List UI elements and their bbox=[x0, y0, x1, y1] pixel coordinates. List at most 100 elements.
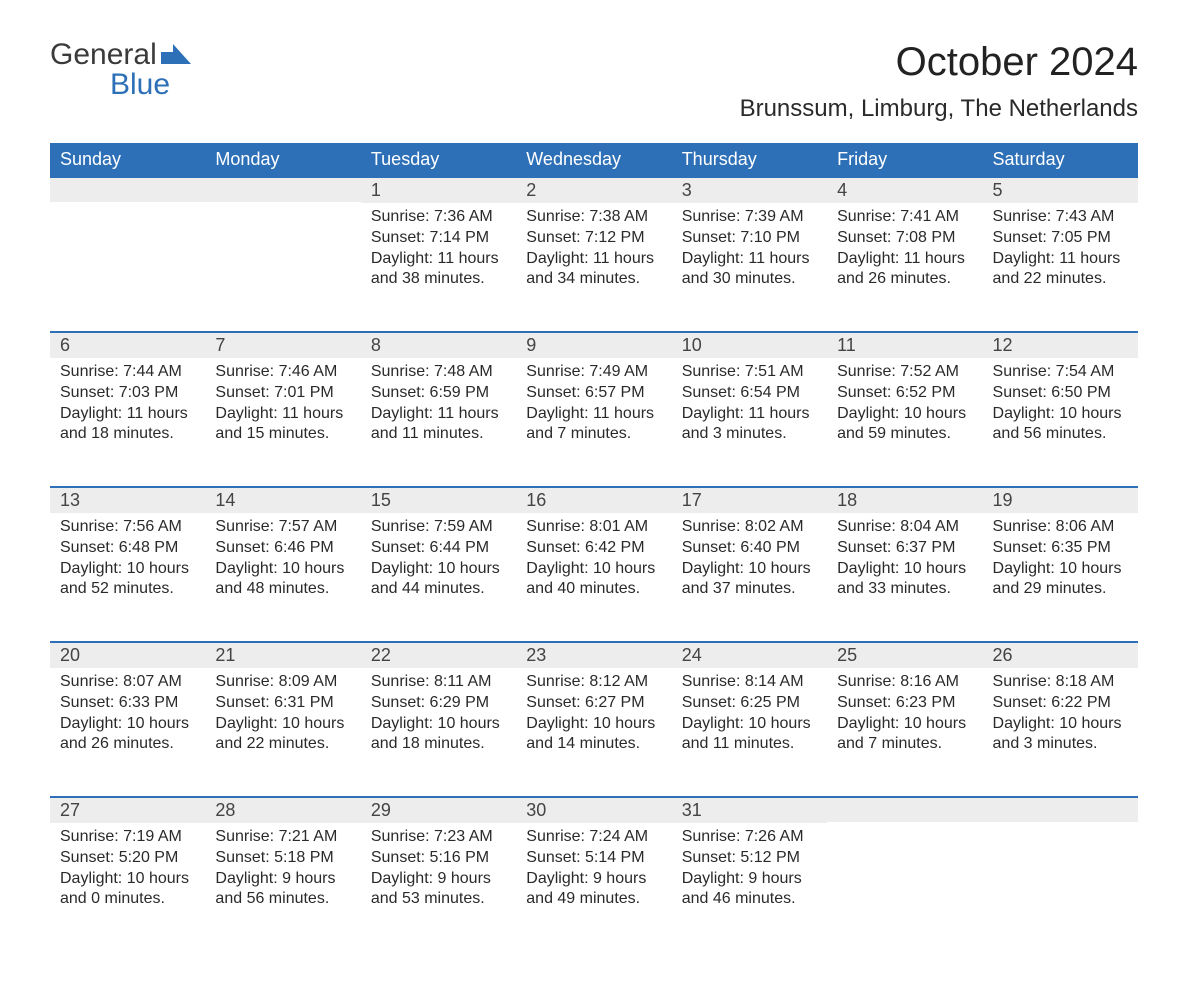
sunrise-text: Sunrise: 7:39 AM bbox=[682, 207, 817, 228]
calendar-cell-num: 28 bbox=[205, 796, 360, 823]
sunrise-text: Sunrise: 7:19 AM bbox=[60, 827, 195, 848]
sunset-text: Sunset: 6:50 PM bbox=[993, 383, 1128, 404]
sunset-text: Sunset: 6:46 PM bbox=[215, 538, 350, 559]
calendar-cell-num bbox=[827, 796, 982, 823]
sunrise-text: Sunrise: 7:43 AM bbox=[993, 207, 1128, 228]
daylight-text: Daylight: 10 hours bbox=[371, 559, 506, 580]
day-number: 9 bbox=[516, 331, 671, 358]
calendar-cell-num: 29 bbox=[361, 796, 516, 823]
sunrise-text: Sunrise: 7:23 AM bbox=[371, 827, 506, 848]
sunset-text: Sunset: 7:05 PM bbox=[993, 228, 1128, 249]
day-data: Sunrise: 7:48 AMSunset: 6:59 PMDaylight:… bbox=[361, 358, 516, 459]
calendar-cell-num: 2 bbox=[516, 176, 671, 203]
day-data: Sunrise: 7:52 AMSunset: 6:52 PMDaylight:… bbox=[827, 358, 982, 459]
daylight-text: and 44 minutes. bbox=[371, 579, 506, 600]
daylight-text: Daylight: 11 hours bbox=[526, 404, 661, 425]
sunrise-text: Sunrise: 7:57 AM bbox=[215, 517, 350, 538]
day-data: Sunrise: 8:07 AMSunset: 6:33 PMDaylight:… bbox=[50, 668, 205, 769]
day-number: 27 bbox=[50, 796, 205, 823]
sunrise-text: Sunrise: 8:18 AM bbox=[993, 672, 1128, 693]
day-number: 8 bbox=[361, 331, 516, 358]
daylight-text: and 30 minutes. bbox=[682, 269, 817, 290]
daylight-text: Daylight: 9 hours bbox=[371, 869, 506, 890]
title-block: October 2024 Brunssum, Limburg, The Neth… bbox=[740, 40, 1138, 135]
daylight-text: and 11 minutes. bbox=[371, 424, 506, 445]
calendar-cell-data: Sunrise: 7:52 AMSunset: 6:52 PMDaylight:… bbox=[827, 358, 982, 486]
day-data: Sunrise: 7:26 AMSunset: 5:12 PMDaylight:… bbox=[672, 823, 827, 924]
calendar-cell-num: 16 bbox=[516, 486, 671, 513]
sunset-text: Sunset: 6:48 PM bbox=[60, 538, 195, 559]
day-number: 18 bbox=[827, 486, 982, 513]
day-data: Sunrise: 7:49 AMSunset: 6:57 PMDaylight:… bbox=[516, 358, 671, 459]
location: Brunssum, Limburg, The Netherlands bbox=[740, 95, 1138, 123]
sunset-text: Sunset: 5:12 PM bbox=[682, 848, 817, 869]
daylight-text: and 15 minutes. bbox=[215, 424, 350, 445]
daylight-text: and 37 minutes. bbox=[682, 579, 817, 600]
sunset-text: Sunset: 6:54 PM bbox=[682, 383, 817, 404]
calendar-cell-num: 24 bbox=[672, 641, 827, 668]
sunset-text: Sunset: 7:01 PM bbox=[215, 383, 350, 404]
day-number: 11 bbox=[827, 331, 982, 358]
calendar-cell-data: Sunrise: 7:21 AMSunset: 5:18 PMDaylight:… bbox=[205, 823, 360, 951]
sunset-text: Sunset: 6:42 PM bbox=[526, 538, 661, 559]
sunrise-text: Sunrise: 7:44 AM bbox=[60, 362, 195, 383]
daylight-text: and 22 minutes. bbox=[215, 734, 350, 755]
daylight-text: Daylight: 9 hours bbox=[682, 869, 817, 890]
day-number: 4 bbox=[827, 176, 982, 203]
sunset-text: Sunset: 7:10 PM bbox=[682, 228, 817, 249]
calendar-cell-num: 31 bbox=[672, 796, 827, 823]
calendar-cell-data: Sunrise: 8:04 AMSunset: 6:37 PMDaylight:… bbox=[827, 513, 982, 641]
daylight-text: Daylight: 10 hours bbox=[60, 559, 195, 580]
header: General Blue October 2024 Brunssum, Limb… bbox=[50, 40, 1138, 135]
daylight-text: Daylight: 11 hours bbox=[993, 249, 1128, 270]
calendar-cell-data: Sunrise: 7:51 AMSunset: 6:54 PMDaylight:… bbox=[672, 358, 827, 486]
daylight-text: and 26 minutes. bbox=[60, 734, 195, 755]
calendar-cell-num: 19 bbox=[983, 486, 1138, 513]
calendar-cell-data: Sunrise: 8:09 AMSunset: 6:31 PMDaylight:… bbox=[205, 668, 360, 796]
calendar-cell-num: 20 bbox=[50, 641, 205, 668]
calendar-cell-num: 17 bbox=[672, 486, 827, 513]
sunset-text: Sunset: 7:12 PM bbox=[526, 228, 661, 249]
calendar-cell-data: Sunrise: 7:43 AMSunset: 7:05 PMDaylight:… bbox=[983, 203, 1138, 331]
sunset-text: Sunset: 5:18 PM bbox=[215, 848, 350, 869]
sunrise-text: Sunrise: 7:46 AM bbox=[215, 362, 350, 383]
month-title: October 2024 bbox=[740, 40, 1138, 85]
daylight-text: Daylight: 10 hours bbox=[993, 714, 1128, 735]
daylight-text: Daylight: 10 hours bbox=[371, 714, 506, 735]
day-number: 30 bbox=[516, 796, 671, 823]
day-data: Sunrise: 7:21 AMSunset: 5:18 PMDaylight:… bbox=[205, 823, 360, 924]
daylight-text: Daylight: 10 hours bbox=[993, 559, 1128, 580]
daylight-text: and 56 minutes. bbox=[993, 424, 1128, 445]
day-number: 16 bbox=[516, 486, 671, 513]
day-number: 1 bbox=[361, 176, 516, 203]
calendar-cell-data: Sunrise: 8:06 AMSunset: 6:35 PMDaylight:… bbox=[983, 513, 1138, 641]
sunset-text: Sunset: 7:14 PM bbox=[371, 228, 506, 249]
day-data: Sunrise: 7:36 AMSunset: 7:14 PMDaylight:… bbox=[361, 203, 516, 304]
day-data: Sunrise: 7:44 AMSunset: 7:03 PMDaylight:… bbox=[50, 358, 205, 459]
sunset-text: Sunset: 6:44 PM bbox=[371, 538, 506, 559]
daylight-text: and 38 minutes. bbox=[371, 269, 506, 290]
weekday-header: Sunday bbox=[50, 143, 205, 176]
sunrise-text: Sunrise: 8:16 AM bbox=[837, 672, 972, 693]
day-number: 6 bbox=[50, 331, 205, 358]
day-number: 15 bbox=[361, 486, 516, 513]
calendar-cell-data: Sunrise: 7:19 AMSunset: 5:20 PMDaylight:… bbox=[50, 823, 205, 951]
daylight-text: and 49 minutes. bbox=[526, 889, 661, 910]
sunset-text: Sunset: 6:31 PM bbox=[215, 693, 350, 714]
logo-text-1: General bbox=[50, 40, 157, 70]
day-number: 2 bbox=[516, 176, 671, 203]
daylight-text: Daylight: 9 hours bbox=[526, 869, 661, 890]
empty-day bbox=[205, 176, 360, 202]
day-data: Sunrise: 7:39 AMSunset: 7:10 PMDaylight:… bbox=[672, 203, 827, 304]
daylight-text: Daylight: 10 hours bbox=[215, 714, 350, 735]
daylight-text: Daylight: 10 hours bbox=[993, 404, 1128, 425]
calendar-cell-num bbox=[50, 176, 205, 203]
calendar-cell-num: 9 bbox=[516, 331, 671, 358]
daylight-text: Daylight: 10 hours bbox=[60, 869, 195, 890]
sunrise-text: Sunrise: 7:21 AM bbox=[215, 827, 350, 848]
calendar-cell-num: 12 bbox=[983, 331, 1138, 358]
sunset-text: Sunset: 5:16 PM bbox=[371, 848, 506, 869]
calendar-cell-data: Sunrise: 8:11 AMSunset: 6:29 PMDaylight:… bbox=[361, 668, 516, 796]
day-data: Sunrise: 8:06 AMSunset: 6:35 PMDaylight:… bbox=[983, 513, 1138, 614]
sunset-text: Sunset: 6:52 PM bbox=[837, 383, 972, 404]
